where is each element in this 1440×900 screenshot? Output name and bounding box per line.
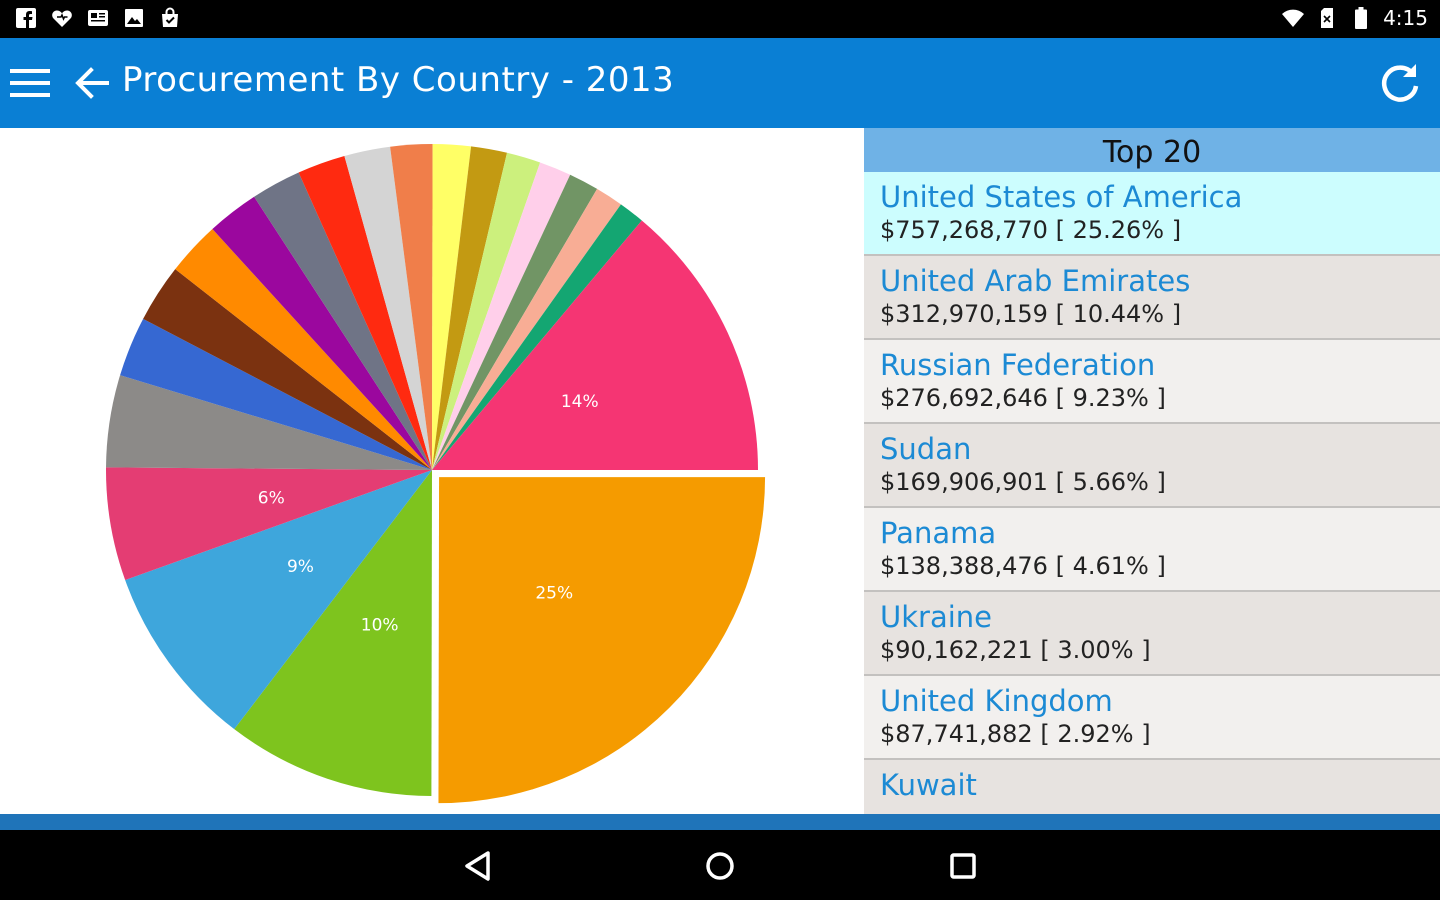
country-name: Kuwait <box>880 768 977 802</box>
country-row[interactable]: Ukraine $90,162,221 [ 3.00% ] <box>864 592 1440 676</box>
battery-icon <box>1349 6 1373 30</box>
country-list: United States of America $757,268,770 [ 2… <box>864 172 1440 814</box>
country-row[interactable]: Russian Federation $276,692,646 [ 9.23% ] <box>864 340 1440 424</box>
heart-icon <box>50 6 74 30</box>
amount-value: $169,906,901 <box>880 468 1048 496</box>
country-row[interactable]: United Arab Emirates $312,970,159 [ 10.44… <box>864 256 1440 340</box>
circle-home-icon <box>706 852 734 880</box>
pie-slice[interactable] <box>125 470 432 730</box>
pie-slice[interactable] <box>432 188 621 470</box>
pie-slice[interactable] <box>432 162 571 470</box>
image-icon <box>122 6 146 30</box>
refresh-button[interactable] <box>1376 60 1424 108</box>
percent-value: [ 25.26% ] <box>1055 216 1182 244</box>
percent-value: [ 4.61% ] <box>1055 552 1166 580</box>
pie-slice[interactable] <box>432 220 758 470</box>
pie-slice[interactable] <box>432 144 472 471</box>
amount-value: $757,268,770 <box>880 216 1048 244</box>
no-sim-icon <box>1315 6 1339 30</box>
navigation-bar <box>0 830 1440 900</box>
wifi-icon <box>1281 6 1305 30</box>
hamburger-menu-icon <box>10 69 50 97</box>
country-amount: $169,906,901 [ 5.66% ] <box>880 468 1440 496</box>
pie-slice[interactable] <box>432 146 508 470</box>
refresh-icon <box>1381 64 1419 102</box>
pie-slice[interactable] <box>432 174 598 470</box>
pie-slice[interactable] <box>143 269 432 470</box>
pie-chart-area: 25% 10% 9% 6% 14% <box>0 128 864 814</box>
country-amount: $138,388,476 [ 4.61% ] <box>880 552 1440 580</box>
slice-label: 9% <box>287 557 314 577</box>
slice-label: 6% <box>258 488 285 508</box>
amount-value: $312,970,159 <box>880 300 1048 328</box>
slice-label: 10% <box>361 615 399 635</box>
amount-value: $87,741,882 <box>880 720 1033 748</box>
country-name: Panama <box>880 516 997 550</box>
country-row[interactable]: United Kingdom $87,741,882 [ 2.92% ] <box>864 676 1440 760</box>
pie-chart: 25% 10% 9% 6% 14% <box>106 144 766 804</box>
pie-slice[interactable] <box>344 146 432 470</box>
pie-slice[interactable] <box>390 144 433 470</box>
app-bar: Procurement By Country - 2013 <box>0 38 1440 128</box>
slice-label: 14% <box>561 392 599 412</box>
arrow-left-icon <box>75 67 109 99</box>
country-row[interactable]: Panama $138,388,476 [ 4.61% ] <box>864 508 1440 592</box>
country-row[interactable]: Sudan $169,906,901 [ 5.66% ] <box>864 424 1440 508</box>
percent-value: [ 9.23% ] <box>1055 384 1166 412</box>
facebook-icon <box>14 6 38 30</box>
percent-value: [ 3.00% ] <box>1040 636 1151 664</box>
slice-label: 25% <box>535 583 573 603</box>
clock: 4:15 <box>1383 6 1428 30</box>
page-title: Procurement By Country - 2013 <box>122 60 675 100</box>
nav-recents-button[interactable] <box>943 848 983 884</box>
pie-slice[interactable] <box>120 318 432 470</box>
percent-value: [ 5.66% ] <box>1055 468 1166 496</box>
pie-slice[interactable] <box>438 477 766 804</box>
pie-slice[interactable] <box>298 155 432 470</box>
pie-slice[interactable] <box>432 204 642 470</box>
country-amount: $312,970,159 [ 10.44% ] <box>880 300 1440 328</box>
country-name: United Arab Emirates <box>880 264 1191 298</box>
status-bar: 4:15 <box>0 0 1440 38</box>
pie-slice[interactable] <box>234 470 432 796</box>
back-button[interactable] <box>72 64 112 104</box>
amount-value: $90,162,221 <box>880 636 1033 664</box>
country-name: Sudan <box>880 432 972 466</box>
pie-slice[interactable] <box>175 229 433 470</box>
country-amount: $90,162,221 [ 3.00% ] <box>880 636 1440 664</box>
country-amount: $757,268,770 [ 25.26% ] <box>880 216 1440 244</box>
country-row[interactable]: Kuwait <box>864 760 1440 814</box>
percent-value: [ 10.44% ] <box>1055 300 1182 328</box>
country-amount: $276,692,646 [ 9.23% ] <box>880 384 1440 412</box>
country-name: Russian Federation <box>880 348 1156 382</box>
menu-button[interactable] <box>8 64 54 104</box>
country-row[interactable]: United States of America $757,268,770 [ 2… <box>864 172 1440 256</box>
country-name: United States of America <box>880 180 1243 214</box>
nav-home-button[interactable] <box>700 848 740 884</box>
bottom-divider <box>0 814 1440 830</box>
pie-slice[interactable] <box>432 152 541 470</box>
notification-icons <box>14 6 182 30</box>
percent-value: [ 2.92% ] <box>1040 720 1151 748</box>
nav-back-button[interactable] <box>458 848 498 884</box>
amount-value: $138,388,476 <box>880 552 1048 580</box>
amount-value: $276,692,646 <box>880 384 1048 412</box>
square-recents-icon <box>950 853 976 879</box>
pie-slice[interactable] <box>106 375 432 470</box>
main-content: 25% 10% 9% 6% 14% Top 20 United States of Am… <box>0 128 1440 814</box>
country-amount: $87,741,882 [ 2.92% ] <box>880 720 1440 748</box>
system-indicators: 4:15 <box>1281 6 1428 30</box>
country-name: Ukraine <box>880 600 992 634</box>
pie-slice[interactable] <box>106 467 433 581</box>
shopping-bag-icon <box>158 6 182 30</box>
country-name: United Kingdom <box>880 684 1113 718</box>
news-icon <box>86 6 110 30</box>
pie-slice[interactable] <box>212 196 432 470</box>
triangle-back-icon <box>465 851 490 881</box>
top-list-header: Top 20 <box>864 128 1440 172</box>
pie-slice[interactable] <box>254 172 432 470</box>
top-countries-panel: Top 20 United States of America $757,268,… <box>864 128 1440 814</box>
